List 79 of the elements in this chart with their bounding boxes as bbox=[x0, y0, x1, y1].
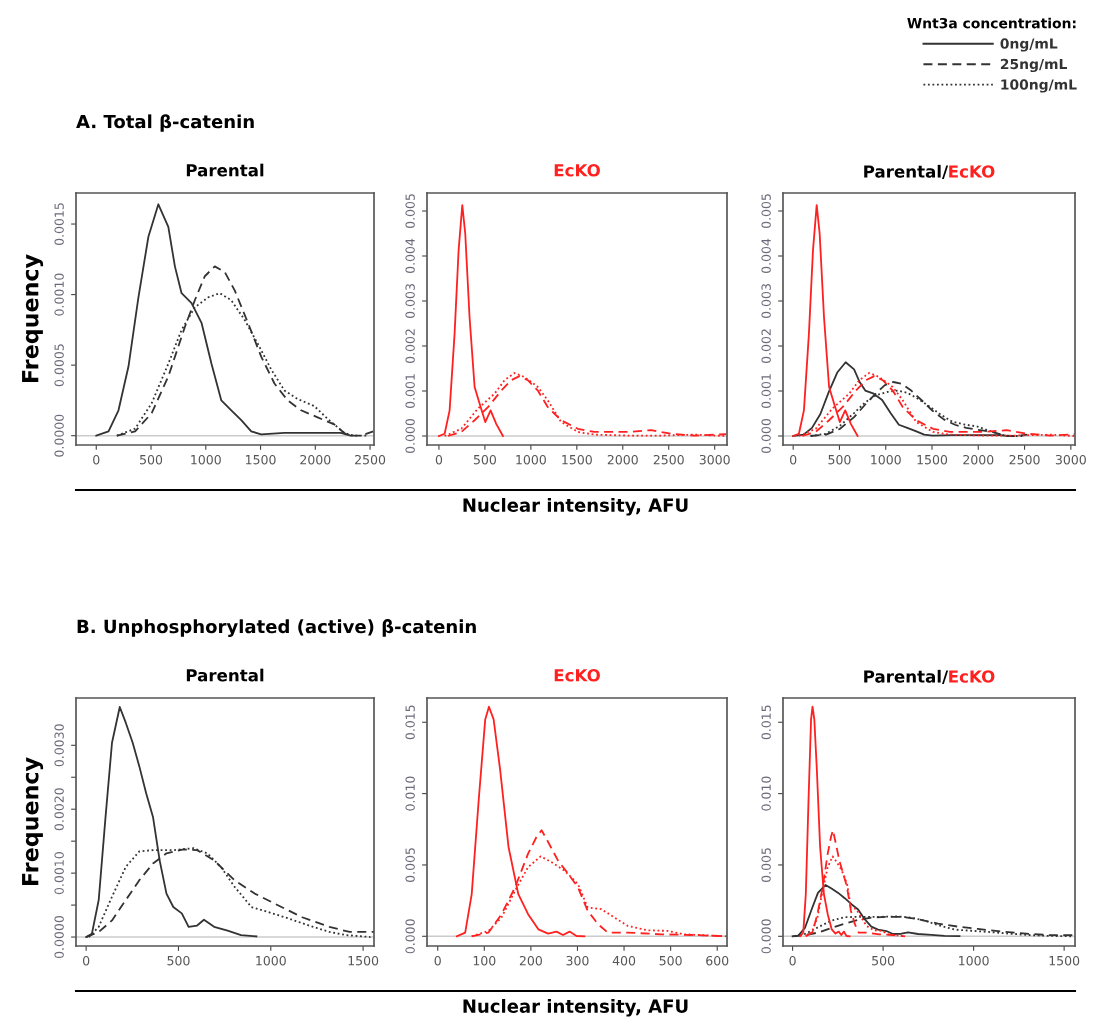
y-tick-label: 0.003 bbox=[405, 284, 415, 319]
x-axis-title: Nuclear intensity, AFU bbox=[463, 498, 688, 516]
legend-title: Wnt3a concentration: bbox=[907, 17, 1076, 29]
x-tick-label: 1500 bbox=[348, 955, 379, 966]
x-axis-title: Nuclear intensity, AFU bbox=[463, 999, 688, 1017]
x-tick-label: 500 bbox=[473, 454, 496, 465]
x-tick-label: 500 bbox=[872, 955, 895, 966]
legend-label: 100ng/mL bbox=[1001, 79, 1077, 93]
y-tick-label: 0.003 bbox=[761, 284, 771, 319]
text: B. Unphosphorylated (active) β-catenin bbox=[77, 619, 476, 637]
y-tick-label: 0.001 bbox=[405, 374, 415, 409]
x-tick-label: 2500 bbox=[653, 454, 684, 465]
x-tick-label: 2500 bbox=[355, 454, 386, 465]
x-tick-label: 200 bbox=[519, 955, 542, 966]
y-axis-title: Frequency bbox=[22, 757, 44, 885]
x-tick-label: 1000 bbox=[191, 454, 221, 465]
x-tick-label: 1500 bbox=[562, 454, 592, 465]
x-tick-label: 0 bbox=[434, 955, 441, 966]
x-tick-label: 1500 bbox=[246, 454, 276, 465]
x-tick-label: 500 bbox=[167, 955, 190, 966]
x-tick-label: 400 bbox=[612, 955, 636, 966]
x-tick-label: 1000 bbox=[871, 454, 901, 465]
y-tick-label: 0.0010 bbox=[54, 273, 64, 316]
x-tick-label: 300 bbox=[566, 955, 589, 966]
y-tick-label: 0.0020 bbox=[54, 788, 64, 831]
x-tick-label: 2000 bbox=[300, 454, 331, 465]
x-tick-label: 2000 bbox=[607, 454, 638, 465]
y-tick-label: 0.002 bbox=[405, 329, 415, 364]
y-tick-label: 0.005 bbox=[405, 194, 415, 229]
y-axis-title: Frequency bbox=[22, 254, 44, 382]
x-tick-label: 3000 bbox=[699, 454, 730, 465]
y-tick-label: 0.000 bbox=[405, 919, 415, 954]
y-tick-label: 0.0015 bbox=[54, 203, 64, 246]
x-tick-label: 3000 bbox=[1055, 454, 1086, 465]
chart-title: Parental bbox=[186, 163, 264, 177]
x-tick-label: 500 bbox=[659, 955, 682, 966]
x-tick-label: 500 bbox=[140, 454, 163, 465]
x-tick-label: 0 bbox=[789, 955, 796, 966]
x-tick-label: 0 bbox=[790, 454, 797, 465]
y-tick-label: 0.000 bbox=[405, 418, 415, 454]
y-tick-label: 0.0005 bbox=[54, 344, 64, 387]
y-tick-label: 0.010 bbox=[761, 776, 771, 811]
y-tick-label: 0.004 bbox=[761, 238, 771, 274]
y-tick-label: 0.004 bbox=[405, 238, 415, 274]
y-tick-label: 0.005 bbox=[761, 194, 771, 229]
x-tick-label: 1000 bbox=[959, 955, 989, 966]
legend-label: 0ng/mL bbox=[1000, 38, 1058, 52]
y-tick-label: 0.0030 bbox=[54, 724, 64, 767]
x-tick-label: 1500 bbox=[1049, 955, 1080, 966]
y-tick-label: 0.001 bbox=[761, 374, 771, 409]
x-tick-label: 600 bbox=[706, 955, 729, 966]
chart-title: EcKO bbox=[554, 668, 600, 682]
chart-title: EcKO bbox=[554, 163, 600, 177]
y-tick-label: 0.000 bbox=[761, 919, 771, 954]
x-tick-label: 2000 bbox=[963, 454, 994, 465]
x-tick-label: 100 bbox=[473, 955, 496, 966]
y-tick-label: 0.0000 bbox=[54, 414, 64, 457]
x-tick-label: 2500 bbox=[1009, 454, 1040, 465]
y-tick-label: 0.005 bbox=[761, 848, 771, 883]
x-tick-label: 1000 bbox=[256, 955, 286, 966]
y-tick-label: 0.0010 bbox=[54, 852, 64, 895]
y-tick-label: 0.005 bbox=[405, 848, 415, 883]
x-tick-label: 0 bbox=[83, 955, 90, 966]
y-tick-label: 0.015 bbox=[405, 705, 415, 740]
x-tick-label: 1500 bbox=[917, 454, 948, 465]
x-tick-label: 0 bbox=[93, 454, 100, 465]
y-tick-label: 0.0000 bbox=[54, 916, 64, 959]
text: A. Total β-catenin bbox=[76, 114, 254, 132]
chart-title: Parental/EcKO bbox=[864, 164, 995, 180]
y-tick-label: 0.015 bbox=[761, 705, 771, 740]
x-tick-label: 0 bbox=[435, 454, 443, 465]
x-tick-label: 500 bbox=[828, 454, 851, 465]
y-tick-label: 0.000 bbox=[761, 418, 771, 454]
y-tick-label: 0.010 bbox=[405, 776, 415, 811]
chart-title: Parental/EcKO bbox=[864, 669, 995, 685]
legend-label: 25ng/mL bbox=[1000, 58, 1067, 73]
x-tick-label: 1000 bbox=[516, 454, 546, 465]
chart-title: Parental bbox=[186, 668, 264, 682]
y-tick-label: 0.002 bbox=[761, 329, 771, 364]
